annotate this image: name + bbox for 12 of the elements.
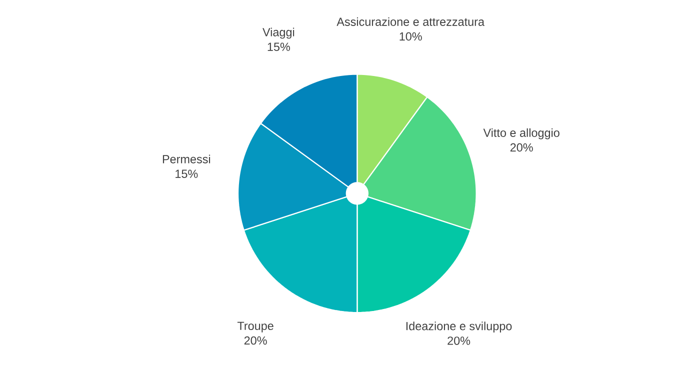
slice-label: Ideazione e sviluppo [406, 322, 512, 333]
data-label: 20% [244, 336, 267, 345]
slice-label: Viaggi [262, 28, 294, 39]
data-label: 10% [400, 32, 422, 41]
data-label: 15% [176, 170, 198, 178]
data-label: 20% [510, 143, 533, 152]
slice-label: Permessi [162, 154, 210, 164]
slice-label: Troupe [237, 322, 274, 332]
data-label: 15% [268, 42, 290, 52]
slice-label: Assicurazione e attrezzatura [336, 17, 485, 26]
data-label: 20% [448, 336, 470, 345]
slice-label: Vitto e alloggio [483, 128, 560, 140]
